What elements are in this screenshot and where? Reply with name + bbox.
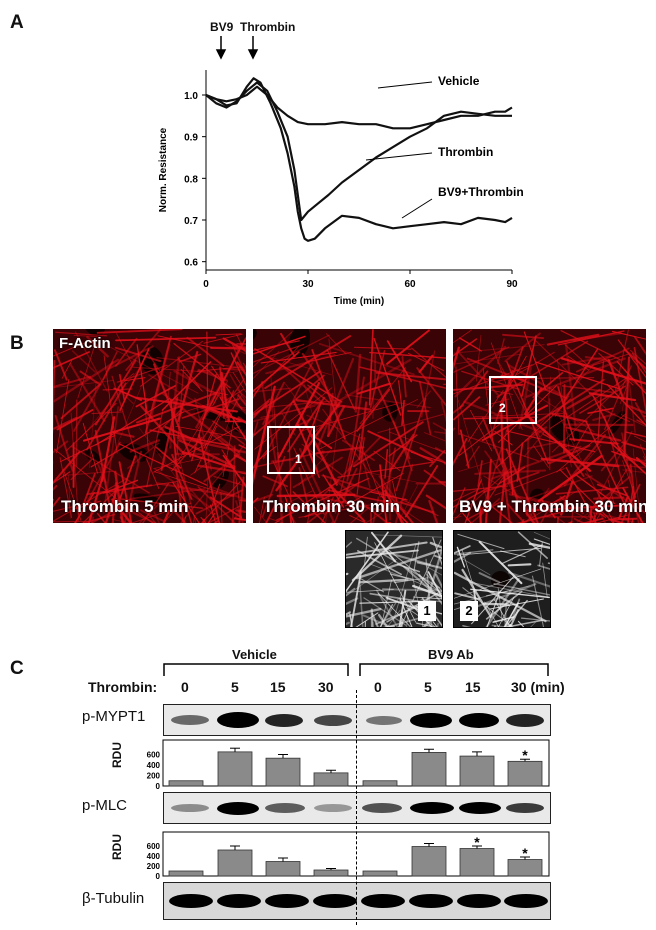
x-tick-label: 90 xyxy=(506,279,518,290)
rdu-tick-label: 600 xyxy=(147,751,161,760)
y-tick-label: 0.9 xyxy=(184,133,198,144)
y-tick-label: 0.8 xyxy=(184,174,198,185)
time-label: 5 xyxy=(231,679,239,695)
significance-star: * xyxy=(522,747,528,763)
group-brackets xyxy=(163,663,549,676)
y-tick-label: 1.0 xyxy=(184,91,198,102)
micrograph-thrombin-5min: F-Actin Thrombin 5 min xyxy=(53,329,246,523)
rdu-bar xyxy=(265,861,301,877)
micrograph-2-caption: Thrombin 30 min xyxy=(263,497,400,516)
rdu-bar xyxy=(362,870,398,877)
roi-box-1 xyxy=(267,426,315,474)
beta-tubulin-row-label: β-Tubulin xyxy=(82,890,145,907)
vehicle-group-label: Vehicle xyxy=(232,647,277,662)
time-label: 30 xyxy=(318,679,334,695)
rdu-bar xyxy=(313,869,349,877)
rdu-tick-label: 400 xyxy=(147,852,161,861)
rdu-bar xyxy=(411,846,447,877)
time-label: 0 xyxy=(374,679,382,695)
rdu-bar xyxy=(217,849,253,877)
series-line-bv9-thrombin xyxy=(205,77,513,242)
panel-c-letter: C xyxy=(10,658,24,679)
rdu-bar xyxy=(507,859,543,877)
bv9-ab-group-label: BV9 Ab xyxy=(428,647,474,662)
f-actin-label: F-Actin xyxy=(59,335,111,352)
group-divider xyxy=(356,690,357,925)
y-tick-label: 0.7 xyxy=(184,216,198,227)
x-tick-label: 0 xyxy=(203,279,209,290)
series-line-thrombin xyxy=(205,81,512,222)
roi-number-2: 2 xyxy=(499,401,506,415)
vehicle-series-label: Vehicle xyxy=(438,74,480,88)
rdu-bar xyxy=(313,772,349,787)
thrombin-row-label: Thrombin: xyxy=(88,679,158,695)
rdu-label-1: RDU xyxy=(110,742,124,768)
y-axis-ticks: 1.0 0.9 0.8 0.7 0.6 xyxy=(184,91,206,269)
thrombin-series-label: Thrombin xyxy=(438,145,493,159)
micrograph-bv9-thrombin-30min: 2 BV9 + Thrombin 30 min xyxy=(453,329,646,523)
rdu-bar xyxy=(362,780,398,787)
time-label: 15 xyxy=(270,679,286,695)
time-label: 0 xyxy=(181,679,189,695)
inset-zoom-1: 1 xyxy=(345,530,443,628)
y-tick-label: 0.6 xyxy=(184,258,198,269)
time-label: 30 (min) xyxy=(511,679,565,695)
roi-number-1: 1 xyxy=(295,452,302,466)
rdu-tick-label: 200 xyxy=(147,862,161,871)
thrombin-arrow-label: Thrombin xyxy=(240,20,296,34)
x-axis-label: Time (min) xyxy=(334,296,384,307)
p-mlc-blot xyxy=(163,792,551,824)
rdu-tick-label: 200 xyxy=(147,772,161,781)
panel-b-letter: B xyxy=(10,333,24,354)
micrograph-3-caption: BV9 + Thrombin 30 min xyxy=(459,497,646,516)
roi-box-2 xyxy=(489,376,537,424)
treatment-arrows xyxy=(215,36,259,60)
x-axis-ticks: 0 30 60 90 xyxy=(203,270,518,290)
time-label: 5 xyxy=(424,679,432,695)
rdu-tick-label: 400 xyxy=(147,761,161,770)
inset-number-1: 1 xyxy=(418,601,436,621)
bv9-arrow-label: BV9 xyxy=(210,20,234,34)
beta-tubulin-blot xyxy=(163,882,551,920)
panel-a-letter: A xyxy=(10,12,24,33)
p-mypt1-row-label: p-MYPT1 xyxy=(82,708,146,725)
rdu-bar xyxy=(411,751,447,787)
rdu-bar xyxy=(459,755,495,787)
bv9-thrombin-series-label: BV9+Thrombin xyxy=(438,185,524,199)
series-line-vehicle xyxy=(205,85,513,130)
p-mlc-row-label: p-MLC xyxy=(82,797,128,814)
callout-leaders xyxy=(365,81,433,219)
rdu-bar xyxy=(168,870,204,877)
series-lines xyxy=(205,77,513,242)
inset-zoom-2: 2 xyxy=(453,530,551,628)
p-mypt1-blot xyxy=(163,704,551,736)
x-tick-label: 30 xyxy=(302,279,314,290)
rdu-tick-label: 0 xyxy=(156,782,161,790)
resistance-line-chart: 1.0 0.9 0.8 0.7 0.6 0 30 60 90 Vehicle Thrombin… xyxy=(158,36,524,307)
rdu-label-2: RDU xyxy=(110,834,124,860)
significance-star: * xyxy=(522,845,528,861)
x-tick-label: 60 xyxy=(404,279,416,290)
y-axis-label: Norm. Resistance xyxy=(158,127,169,212)
rdu-bar xyxy=(507,760,543,787)
time-label: 15 xyxy=(465,679,481,695)
rdu-tick-label: 0 xyxy=(156,872,161,880)
inset-number-2: 2 xyxy=(460,601,478,621)
rdu-bar xyxy=(217,751,253,787)
rdu-bar xyxy=(459,848,495,877)
rdu-tick-label: 600 xyxy=(147,842,161,851)
significance-star: * xyxy=(474,834,480,850)
rdu-bar xyxy=(168,780,204,787)
rdu-bar xyxy=(265,757,301,787)
micrograph-thrombin-30min: 1 Thrombin 30 min xyxy=(253,329,446,523)
micrograph-1-caption: Thrombin 5 min xyxy=(61,497,189,516)
